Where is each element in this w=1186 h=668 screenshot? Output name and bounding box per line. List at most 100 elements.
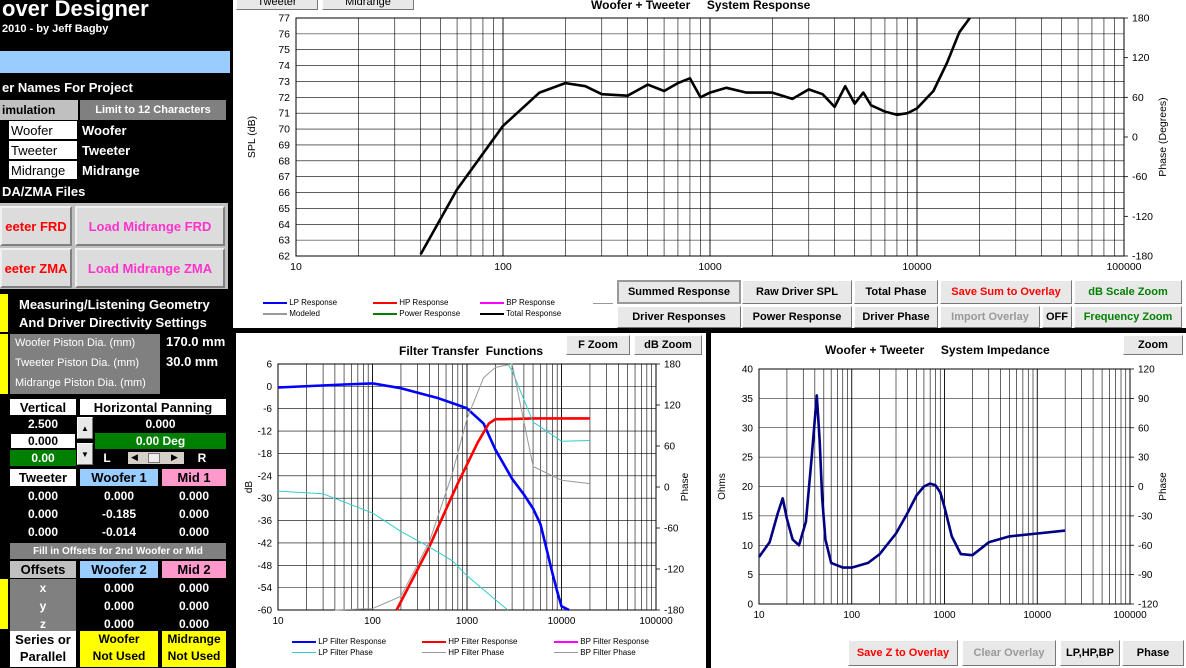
driver-name-tweeter-input[interactable]: Tweeter: [80, 140, 226, 160]
vertical-down-button[interactable]: ▼: [77, 443, 93, 465]
legend-swatch: [292, 652, 316, 654]
impedance-phase-button[interactable]: Phase: [1122, 640, 1184, 666]
load-midrange-frd-button[interactable]: Load Midrange FRD: [75, 206, 225, 246]
offset-col-tweeter-text: Tweeter: [18, 470, 68, 485]
impedance-chart-title: Woofer + Tweeter System Impedance: [825, 343, 1050, 357]
offset-cell[interactable]: 0.000: [162, 505, 226, 523]
offset-cell[interactable]: 0.000: [10, 523, 76, 541]
vertical-up-button[interactable]: ▲: [77, 417, 93, 439]
woofer-piston-label: Woofer Piston Dia. (mm): [15, 337, 136, 349]
second-driver-note: Fill in Offsets for 2nd Woofer or Mid: [10, 543, 226, 559]
summed-response-button[interactable]: Summed Response: [617, 280, 741, 304]
y-tick-label: 62: [278, 251, 290, 263]
offset-cell[interactable]: 0.000: [162, 523, 226, 541]
offset-cell[interactable]: -0.185: [80, 505, 158, 523]
woofer-state-1: Woofer: [98, 632, 140, 646]
frequency-zoom-button[interactable]: Frequency Zoom: [1074, 306, 1182, 328]
x-tick-label: 100: [843, 610, 860, 621]
y-tick-label: 25: [742, 453, 754, 464]
legend-swatch: [373, 312, 397, 315]
midrange-connection[interactable]: Midrange Not Used: [162, 631, 226, 667]
import-overlay-button[interactable]: Import Overlay: [940, 306, 1040, 328]
horizontal-value[interactable]: 0.000: [95, 416, 226, 432]
lp-hp-bp-button[interactable]: LP,HP,BP: [1060, 640, 1120, 666]
offset-cell[interactable]: 0.000: [162, 487, 226, 505]
vertical-value-1[interactable]: 2.500: [10, 416, 76, 432]
raw-driver-spl-label: Raw Driver SPL: [756, 286, 838, 298]
system-response-panel: Tweeter Midrange Woofer + Tweeter System…: [233, 0, 1186, 328]
x-tick-label: 1000: [698, 261, 722, 273]
offset-cell[interactable]: 0.000: [10, 487, 76, 505]
legend-swatch: [292, 640, 316, 643]
save-sum-overlay-button[interactable]: Save Sum to Overlay: [940, 280, 1072, 304]
driver-name-midrange-input[interactable]: Midrange: [80, 160, 226, 180]
driver-responses-button[interactable]: Driver Responses: [617, 306, 741, 328]
series-parallel-label: Series or Parallel: [10, 631, 76, 667]
offsets2-col-offsets: Offsets: [10, 561, 76, 578]
degree-value-text: 0.00 Deg: [135, 434, 186, 448]
woofer-label-text: Woofer: [11, 122, 53, 138]
tweeter-piston-value[interactable]: 30.0 mm: [166, 354, 219, 369]
offset2-cell[interactable]: 0.000: [80, 615, 158, 633]
x-tick-label: 10000: [1023, 610, 1051, 621]
piston-label-area: [10, 334, 160, 394]
y-tick-label: 63: [278, 235, 290, 247]
offset2-cell[interactable]: 0.000: [162, 579, 226, 597]
overlay-off-button[interactable]: OFF: [1042, 306, 1072, 328]
f-zoom-button[interactable]: F Zoom: [566, 335, 630, 355]
woofer-connection[interactable]: Woofer Not Used: [80, 631, 158, 667]
load-midrange-zma-button[interactable]: Load Midrange ZMA: [75, 248, 225, 288]
y-tick-label: -54: [258, 583, 273, 594]
save-z-overlay-button[interactable]: Save Z to Overlay: [848, 640, 958, 666]
offset2-cell[interactable]: 0.000: [80, 597, 158, 615]
y-tick-label: -36: [258, 516, 273, 527]
y-tick-label: 71: [278, 108, 290, 120]
header-band: [0, 51, 230, 73]
frequency-zoom-label: Frequency Zoom: [1083, 311, 1173, 323]
tweeter-name-text: Tweeter: [82, 142, 131, 158]
impedance-zoom-button[interactable]: Zoom: [1123, 335, 1183, 355]
tab-midrange[interactable]: Midrange: [322, 0, 414, 10]
offset2-cell[interactable]: 0.000: [162, 615, 226, 633]
load-tweeter-frd-button[interactable]: eeter FRD: [0, 206, 72, 246]
x-tick-label: 100000: [1106, 261, 1141, 273]
offset2-cell[interactable]: 0.000: [80, 579, 158, 597]
legend-hp-filter: HP Filter Response: [422, 637, 517, 646]
summed-response-label: Summed Response: [627, 286, 731, 298]
driver-name-woofer-input[interactable]: Woofer: [80, 120, 226, 140]
scroll-right-icon[interactable]: ▶: [171, 452, 178, 462]
offset2-cell[interactable]: 0.000: [162, 597, 226, 615]
woofer-piston-value[interactable]: 170.0 mm: [166, 334, 226, 349]
scroll-left-icon[interactable]: ◀: [131, 452, 138, 462]
tab-tweeter[interactable]: Tweeter: [236, 0, 318, 10]
f-zoom-label: F Zoom: [578, 339, 618, 351]
driver-phase-button[interactable]: Driver Phase: [854, 306, 938, 328]
vertical-value-3[interactable]: 0.00: [10, 450, 76, 466]
offset-cell[interactable]: -0.014: [80, 523, 158, 541]
offset-cell[interactable]: 0.000: [80, 487, 158, 505]
scroll-thumb[interactable]: [148, 453, 160, 463]
offset-value: 0.000: [178, 507, 210, 521]
legend-power: Power Response: [373, 309, 460, 318]
filter-db-zoom-button[interactable]: dB Zoom: [634, 335, 702, 355]
load-tweeter-zma-button[interactable]: eeter ZMA: [0, 248, 72, 288]
clear-overlay-button[interactable]: Clear Overlay: [962, 640, 1056, 666]
y-tick-label: 65: [278, 203, 290, 215]
power-response-button[interactable]: Power Response: [742, 306, 852, 328]
y2-axis-label: Phase: [1158, 472, 1169, 501]
impedance-chart: 40353025201510501209060300-30-60-90-1201…: [717, 365, 1169, 622]
total-phase-button[interactable]: Total Phase: [854, 280, 938, 304]
y2-tick-label: 60: [1132, 92, 1144, 104]
y-axis-label: dB: [244, 481, 255, 494]
pan-l-text: L: [103, 451, 111, 465]
vertical-value-2[interactable]: 0.000: [10, 433, 76, 449]
pan-scrollbar[interactable]: ◀ ▶: [128, 452, 184, 464]
y-tick-label: 74: [278, 60, 290, 72]
legend-swatch: [263, 301, 287, 304]
load-tweeter-frd-label: eeter FRD: [5, 218, 67, 234]
geometry-accent: [0, 294, 8, 332]
offset-cell[interactable]: 0.000: [10, 505, 76, 523]
db-scale-zoom-button[interactable]: dB Scale Zoom: [1074, 280, 1182, 304]
raw-driver-spl-button[interactable]: Raw Driver SPL: [742, 280, 852, 304]
driver-responses-label: Driver Responses: [632, 311, 726, 323]
